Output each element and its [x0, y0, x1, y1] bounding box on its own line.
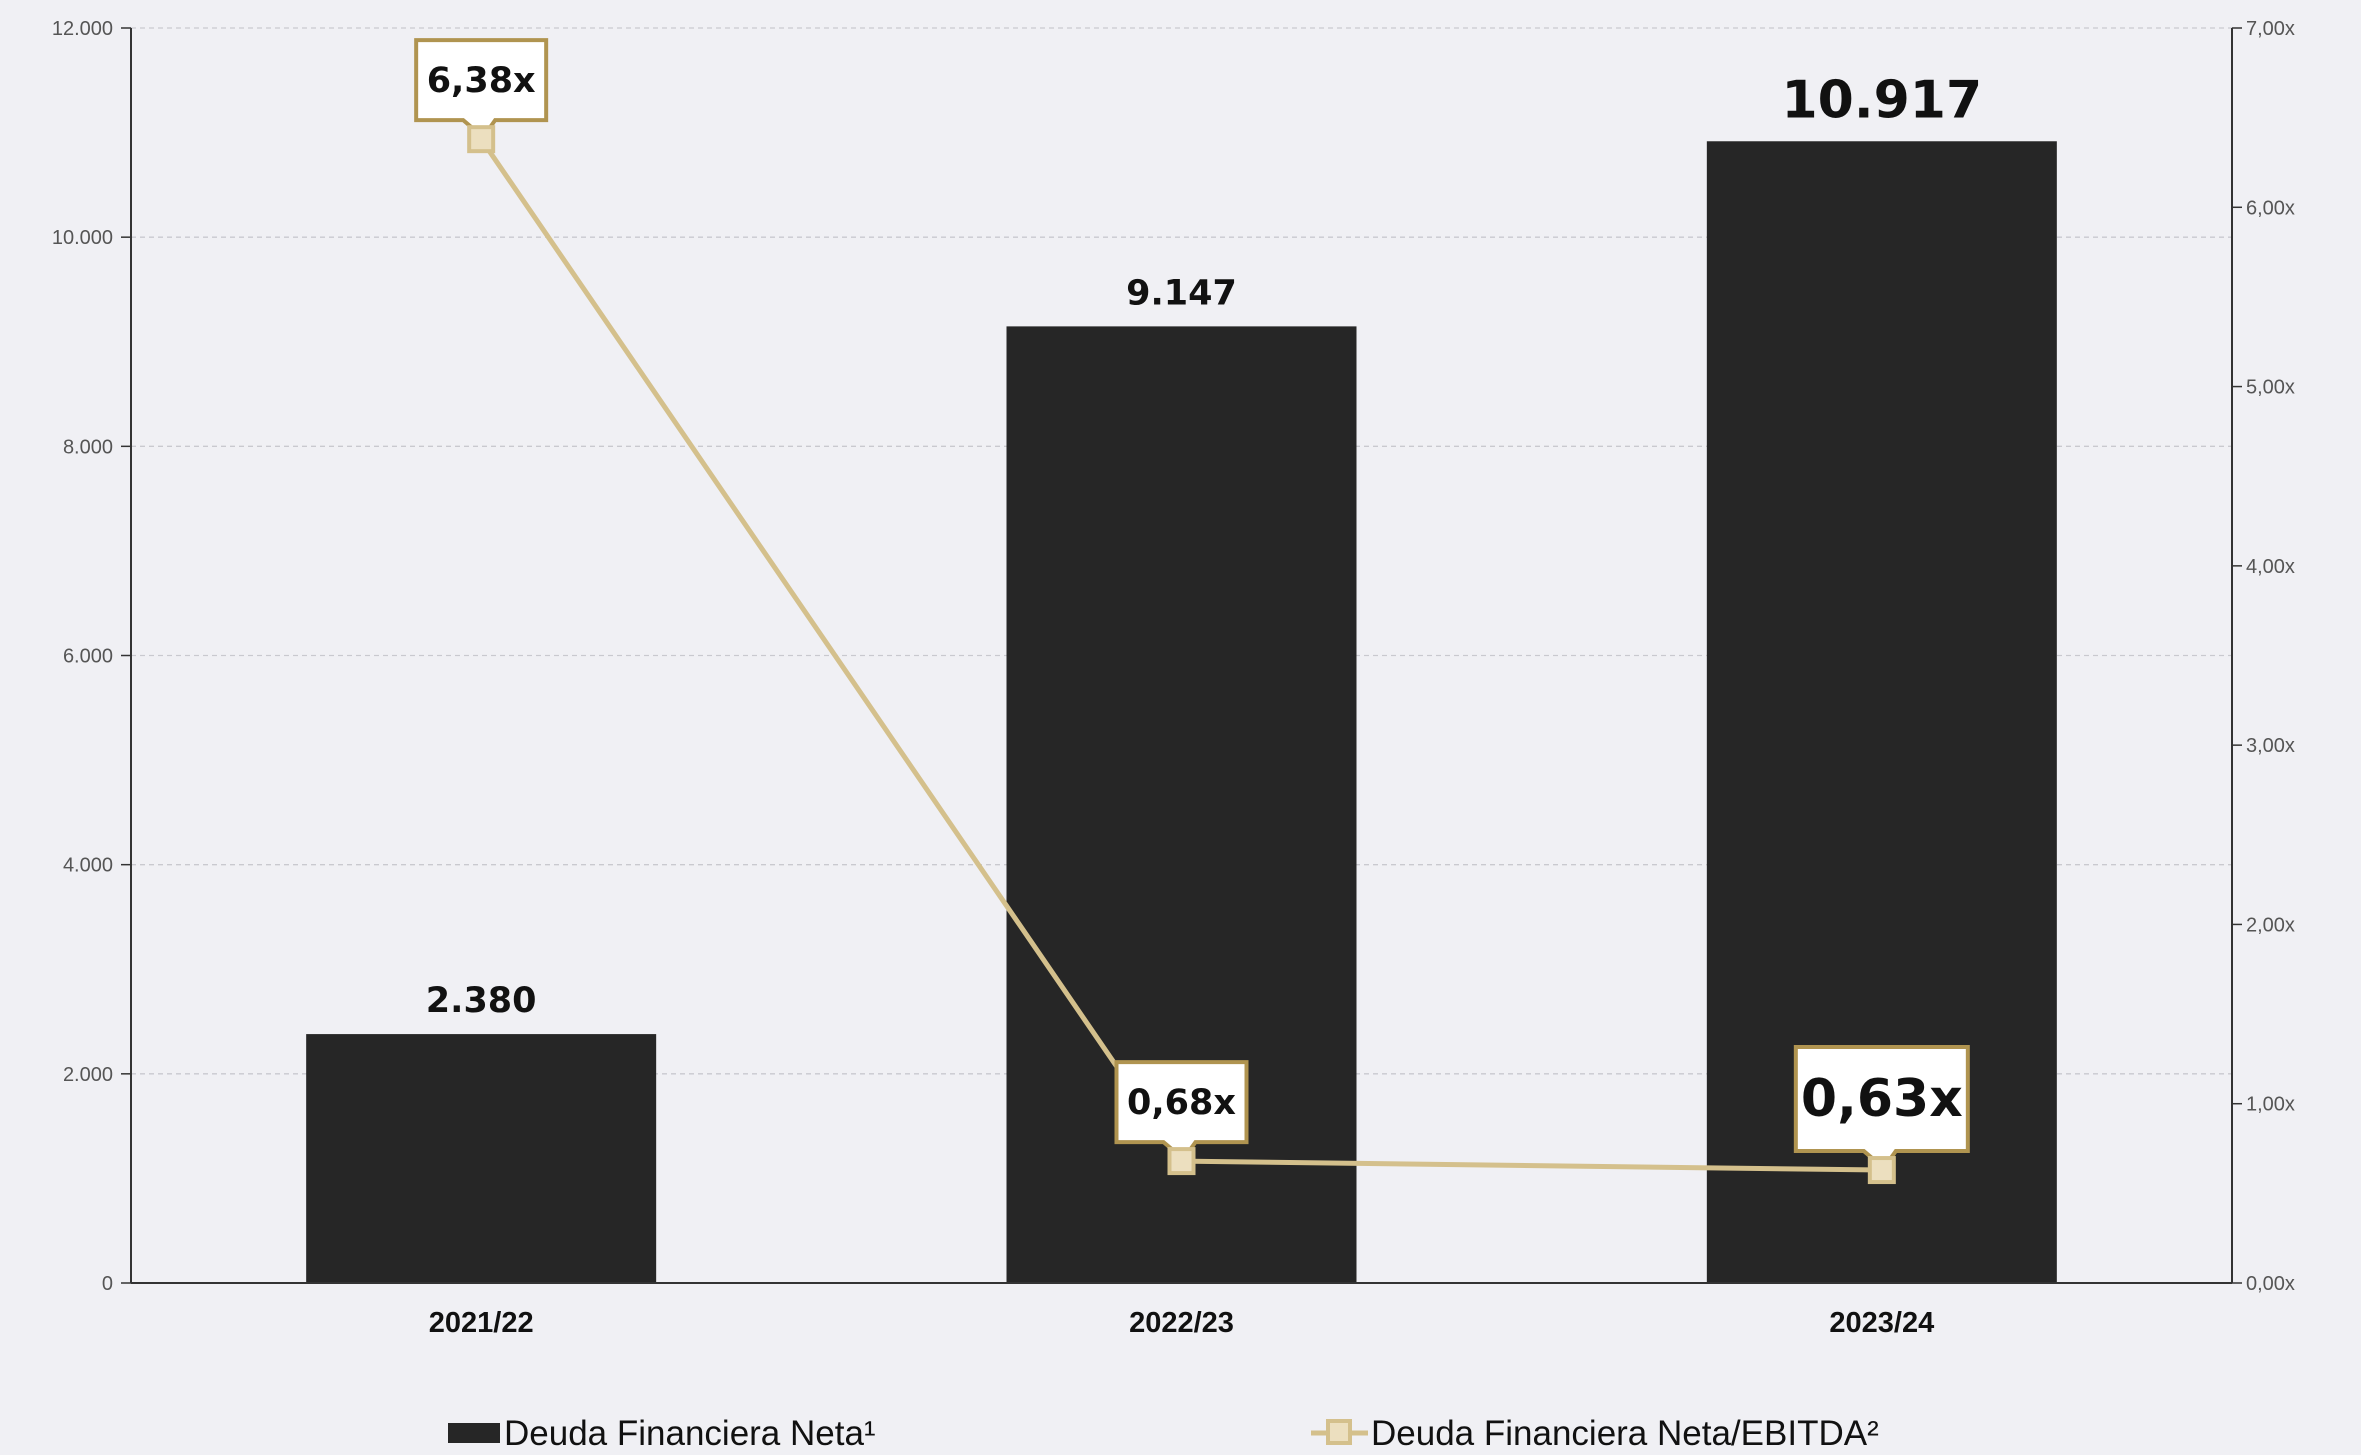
y-right-tick-label: 4,00x [2246, 556, 2295, 578]
bar-value-label: 2.380 [426, 981, 537, 1021]
y-left-tick-label: 8.000 [63, 436, 113, 458]
x-tick-label: 2021/22 [429, 1307, 534, 1339]
y-left-tick-label: 4.000 [63, 855, 113, 877]
ratio-value-label: 0,63x [1801, 1069, 1963, 1129]
legend-swatch-bar [448, 1423, 500, 1443]
y-left-tick-label: 0 [102, 1273, 113, 1295]
legend-label-bar: Deuda Financiera Neta¹ [504, 1414, 876, 1453]
bar [306, 1034, 657, 1283]
x-tick-label: 2022/23 [1129, 1307, 1234, 1339]
bar-value-label: 9.147 [1126, 273, 1237, 313]
y-right-tick-label: 3,00x [2246, 735, 2295, 757]
bar-value-label: 10.917 [1781, 70, 1982, 130]
ratio-marker [1167, 1147, 1196, 1176]
y-left-tick-label: 12.000 [52, 18, 113, 40]
legend-label-line: Deuda Financiera Neta/EBITDA² [1371, 1414, 1879, 1453]
y-left-tick-label: 10.000 [52, 227, 113, 249]
y-right-tick-label: 0,00x [2246, 1273, 2295, 1295]
y-right-tick-label: 6,00x [2246, 197, 2295, 219]
y-left-tick-label: 2.000 [63, 1064, 113, 1086]
legend-swatch-marker [1326, 1419, 1352, 1445]
y-right-tick-label: 2,00x [2246, 914, 2295, 936]
y-right-tick-label: 5,00x [2246, 377, 2295, 399]
ratio-value-label: 0,68x [1127, 1083, 1236, 1123]
y-right-tick-label: 7,00x [2246, 18, 2295, 40]
ratio-value-label: 6,38x [427, 61, 536, 101]
x-tick-label: 2023/24 [1829, 1307, 1934, 1339]
ratio-marker [467, 125, 496, 154]
y-left-tick-label: 6.000 [63, 646, 113, 668]
ratio-marker [1867, 1156, 1896, 1185]
y-right-tick-label: 1,00x [2246, 1094, 2295, 1116]
